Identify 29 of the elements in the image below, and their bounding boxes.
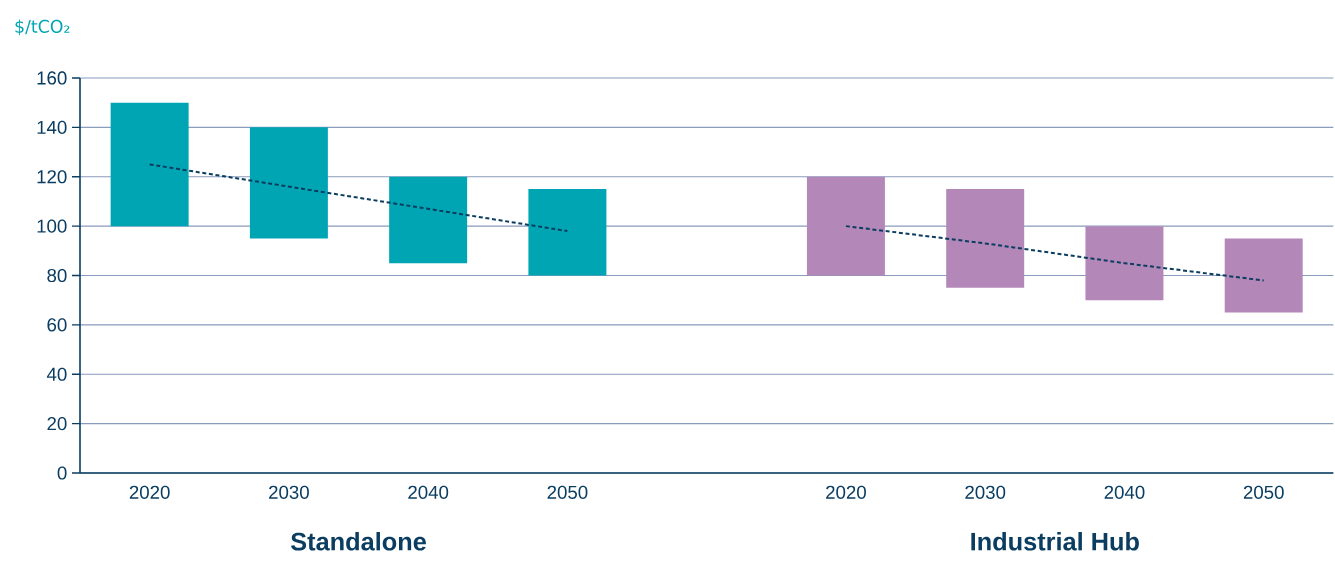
- y-tick-label: 20: [47, 417, 67, 431]
- bar: [249, 127, 328, 239]
- y-tick-label: 160: [37, 71, 67, 85]
- x-tick-label: 2050: [1243, 485, 1284, 499]
- x-tick-label: 2030: [965, 485, 1006, 499]
- x-tick-label: 2020: [129, 485, 170, 499]
- y-tick-label: 80: [47, 268, 67, 283]
- bar: [110, 102, 189, 227]
- y-tick-label: 120: [37, 170, 67, 184]
- y-tick-label: 140: [37, 120, 67, 134]
- bar: [946, 189, 1025, 288]
- y-tick-label: 60: [47, 318, 67, 332]
- line-series: [844, 225, 1265, 282]
- y-axis-title: $/tCO₂: [15, 19, 70, 36]
- bar: [389, 176, 468, 264]
- y-tick-label: 40: [46, 367, 67, 381]
- x-tick-label: 2030: [269, 485, 309, 499]
- bar: [1085, 226, 1164, 301]
- x-tick-label: 2040: [408, 485, 449, 499]
- y-tick-label: 100: [37, 219, 67, 233]
- bar: [528, 189, 607, 276]
- text: Industrial Hub: [971, 531, 1139, 551]
- y-tick-label: 0: [57, 466, 67, 480]
- bar: [806, 176, 885, 276]
- text: Standalone: [290, 531, 426, 551]
- x-tick-label: 2020: [826, 485, 866, 499]
- x-tick-label: 2040: [1104, 485, 1145, 499]
- bar: [1224, 238, 1303, 313]
- x-tick-label: 2050: [547, 485, 588, 499]
